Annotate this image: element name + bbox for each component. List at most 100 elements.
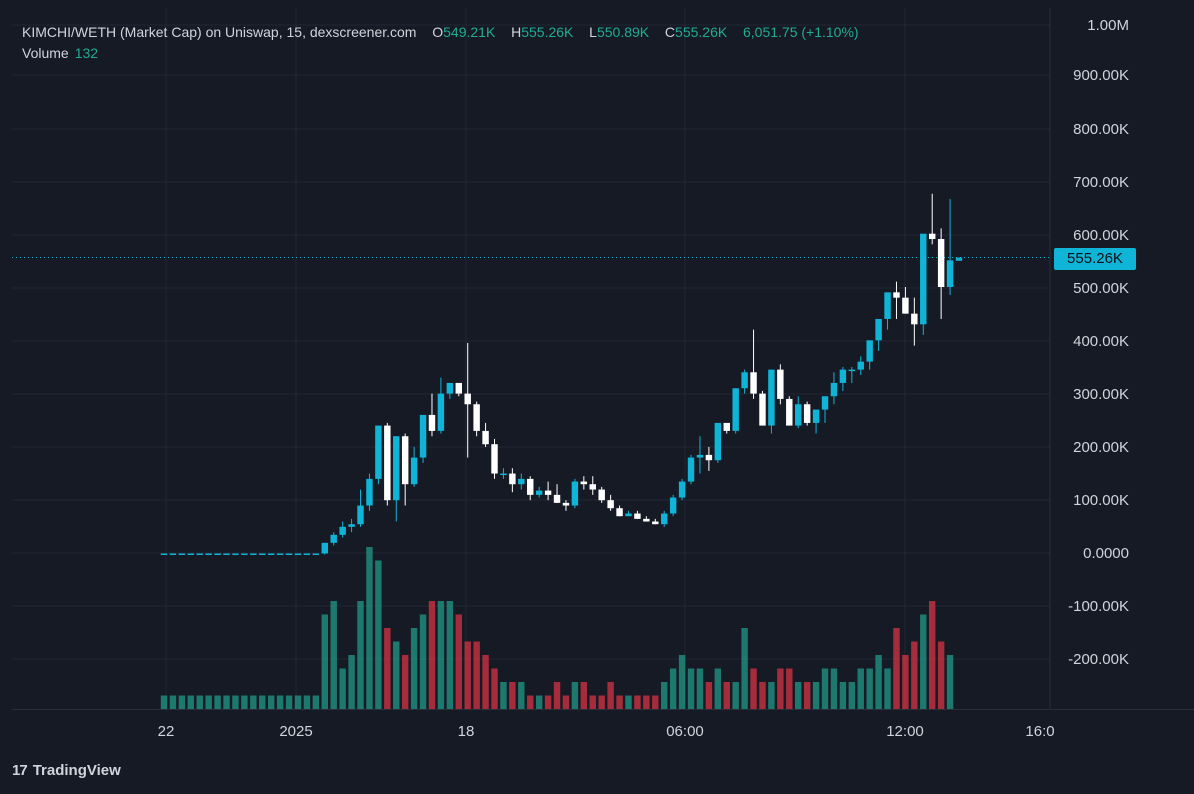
candle-body xyxy=(920,233,927,325)
volume-bar xyxy=(366,547,373,709)
volume-bar xyxy=(169,695,177,709)
candle-body xyxy=(661,513,668,525)
candle-body xyxy=(714,422,722,461)
candle-body xyxy=(884,292,891,319)
volume-bar xyxy=(750,668,757,709)
candle-body xyxy=(464,393,471,405)
x-tick-label: 22 xyxy=(158,723,175,740)
candle-body xyxy=(875,318,882,341)
candle-body xyxy=(589,484,596,490)
volume-bar xyxy=(259,695,266,709)
volume-bar xyxy=(723,682,730,709)
candle-body xyxy=(830,382,838,397)
volume-bar xyxy=(437,601,445,709)
volume-bar xyxy=(321,614,329,709)
candle-body xyxy=(821,396,829,410)
candle-body xyxy=(669,497,677,514)
candle-body xyxy=(955,257,963,261)
volume-bar xyxy=(821,668,829,709)
volume-legend: Volume 132 xyxy=(22,45,98,61)
candle-body xyxy=(348,524,355,527)
volume-bar xyxy=(544,695,552,709)
tradingview-brand[interactable]: 17 TradingView xyxy=(12,762,121,779)
candle-body xyxy=(946,260,954,287)
candle-body xyxy=(214,553,221,555)
candle-body xyxy=(276,553,284,555)
candle-body xyxy=(723,422,730,431)
volume-bar xyxy=(946,655,954,709)
volume-bar xyxy=(294,695,302,709)
volume-bar xyxy=(500,682,507,709)
volume-bar xyxy=(312,695,320,709)
candle-body xyxy=(259,553,266,555)
volume-bar xyxy=(777,668,784,709)
low-label: L xyxy=(589,24,597,40)
volume-bar xyxy=(455,614,462,709)
volume-bar xyxy=(884,668,891,709)
candle-body xyxy=(232,553,239,555)
volume-bar xyxy=(401,655,409,709)
volume-bar xyxy=(768,682,775,709)
volume-bar xyxy=(205,695,212,709)
volume-bar xyxy=(857,668,864,709)
candle-body xyxy=(616,508,623,517)
volume-bar xyxy=(902,655,909,709)
volume-value: 132 xyxy=(74,45,99,61)
candle-body xyxy=(294,553,302,555)
candle-body xyxy=(652,521,659,525)
pair-label: KIMCHI/WETH (Market Cap) on Uniswap, 15,… xyxy=(22,24,417,40)
candle-body xyxy=(598,489,605,501)
volume-bar xyxy=(562,695,570,709)
volume-bar xyxy=(196,695,203,709)
close-label: C xyxy=(664,24,676,40)
candle-body xyxy=(330,534,337,543)
candle-body xyxy=(410,457,418,485)
volume-bar xyxy=(518,682,525,709)
candle-body xyxy=(562,502,570,506)
candle-body xyxy=(803,404,811,423)
y-tick-label: 600.00K xyxy=(1073,227,1129,244)
high-value: 555.26K xyxy=(521,24,574,40)
volume-bar xyxy=(535,695,543,709)
y-tick-label: 100.00K xyxy=(1073,492,1129,509)
volume-bar xyxy=(794,682,802,709)
open-value: 549.21K xyxy=(443,24,496,40)
candle-body xyxy=(250,553,257,555)
volume-bar xyxy=(607,682,614,709)
candle-body xyxy=(848,369,856,372)
volume-bar xyxy=(786,668,793,709)
volume-bar xyxy=(214,695,221,709)
candle-body xyxy=(312,553,320,555)
x-tick-label: 2025 xyxy=(279,723,312,740)
low-value: 550.89K xyxy=(596,24,650,40)
volume-bar xyxy=(848,682,856,709)
candle-body xyxy=(196,553,203,555)
candle-body xyxy=(241,553,248,555)
candle-body xyxy=(866,340,873,362)
candle-body xyxy=(303,553,311,555)
candle-body xyxy=(794,404,802,426)
candle-body xyxy=(580,481,588,485)
candle-body xyxy=(473,404,480,431)
candle-body xyxy=(527,478,534,495)
volume-bar xyxy=(330,601,337,709)
volume-bar xyxy=(687,668,695,709)
candle-body xyxy=(634,513,641,519)
volume-bar xyxy=(160,695,168,709)
volume-bar xyxy=(357,601,364,709)
candle-body xyxy=(911,313,918,325)
volume-bar xyxy=(223,695,230,709)
volume-bar xyxy=(678,655,686,709)
candle-body xyxy=(544,490,552,495)
candle-body xyxy=(786,398,793,426)
volume-label: Volume xyxy=(22,45,69,61)
close-value: 555.26K xyxy=(675,24,728,40)
candle-body xyxy=(643,518,650,522)
candle-body xyxy=(705,454,713,461)
y-tick-label: 900.00K xyxy=(1073,67,1129,84)
y-tick-label: -200.00K xyxy=(1068,651,1129,668)
candle-body xyxy=(571,481,579,506)
y-tick-label: 400.00K xyxy=(1073,333,1129,350)
candle-body xyxy=(384,425,391,501)
